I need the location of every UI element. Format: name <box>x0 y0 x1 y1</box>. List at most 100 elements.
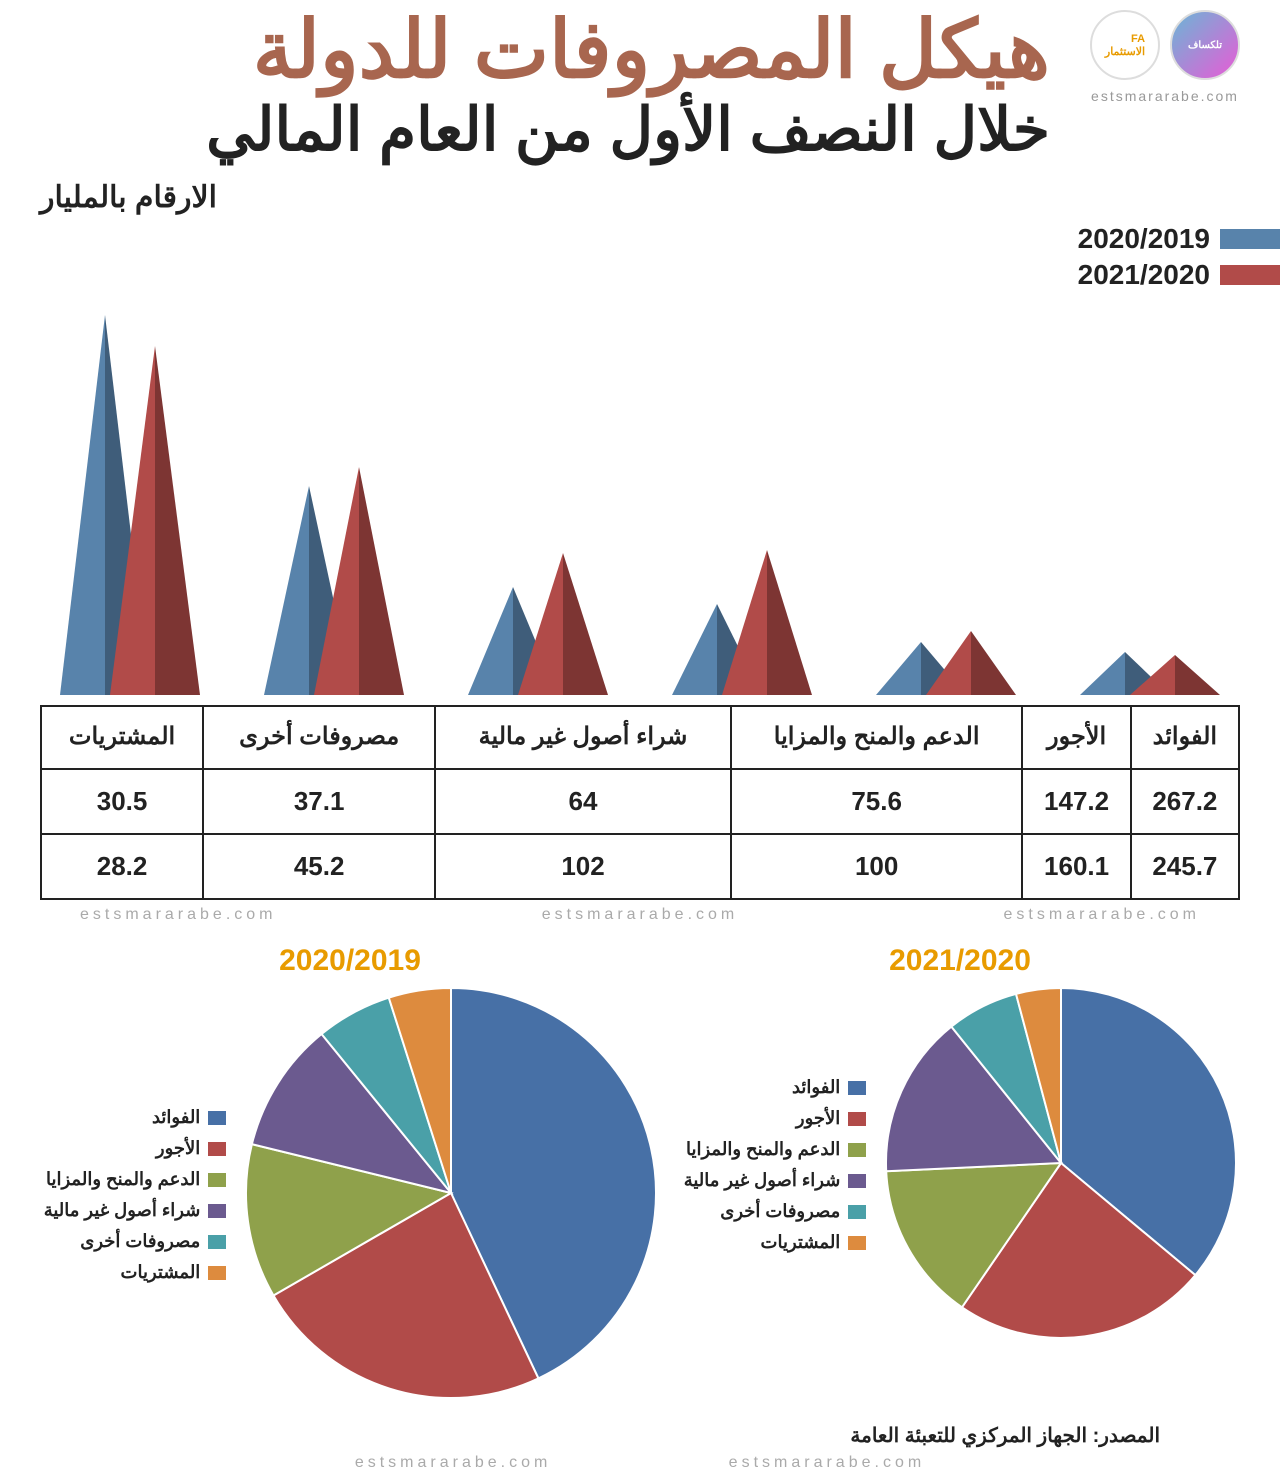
legend-label-1: 2021/2020 <box>1078 259 1210 291</box>
pie-legend-label: الدعم والمنح والمزايا <box>46 1169 200 1190</box>
pie-legend-item: شراء أصول غير مالية <box>44 1200 227 1221</box>
table-cell: 28.2 <box>41 834 203 899</box>
pie-legend-swatch <box>208 1266 226 1280</box>
pie-legend-item: الأجور <box>684 1108 867 1129</box>
pie-title: 2021/2020 <box>889 944 1031 978</box>
pie-block: 2020/2019 الفوائد الأجور الدعم والمنح والمز… <box>44 944 657 1403</box>
header: تلكساف FAالاستثمار estsmararabe.com هيكل… <box>0 0 1280 160</box>
pie-legend-label: المشتريات <box>761 1232 841 1253</box>
watermark: estsmararabe.com <box>355 1454 552 1471</box>
pie-legend-swatch <box>848 1143 866 1157</box>
pie-legend: الفوائد الأجور الدعم والمنح والمزايا شراء أ… <box>684 1077 867 1253</box>
table-header: مصروفات أخرى <box>203 706 435 769</box>
pie-legend-label: شراء أصول غير مالية <box>44 1200 201 1221</box>
pie-legend: الفوائد الأجور الدعم والمنح والمزايا شراء أ… <box>44 1107 227 1283</box>
subtitle: خلال النصف الأول من العام المالي <box>40 100 1050 160</box>
pie-legend-label: الأجور <box>156 1138 200 1159</box>
pie-legend-item: الدعم والمنح والمزايا <box>684 1139 867 1160</box>
pie-legend-label: شراء أصول غير مالية <box>684 1170 841 1191</box>
pie-legend-swatch <box>848 1174 866 1188</box>
pie-legend-item: الدعم والمنح والمزايا <box>44 1169 227 1190</box>
pie-legend-swatch <box>848 1205 866 1219</box>
watermark: estsmararabe.com <box>80 906 277 924</box>
pie-legend-swatch <box>208 1235 226 1249</box>
pie-legend-swatch <box>848 1236 866 1250</box>
table-cell: 160.1 <box>1022 834 1130 899</box>
table-cell: 147.2 <box>1022 769 1130 834</box>
table-cell: 30.5 <box>41 769 203 834</box>
cone-red <box>926 631 1016 695</box>
pie-legend-swatch <box>208 1173 226 1187</box>
legend-label-0: 2020/2019 <box>1078 223 1210 255</box>
pie-legend-item: مصروفات أخرى <box>684 1201 867 1222</box>
pie-block: 2021/2020 الفوائد الأجور الدعم والمنح والمز… <box>684 944 1237 1403</box>
legend-swatch-0 <box>1220 229 1280 249</box>
bottom-watermarks: estsmararabe.com estsmararabe.com <box>0 1454 1280 1472</box>
pie-legend-label: الفوائد <box>152 1107 200 1128</box>
cone-red <box>722 550 812 695</box>
table-cell: 64 <box>435 769 731 834</box>
pie-svg <box>246 988 656 1403</box>
legend-row-0: 2020/2019 <box>40 223 1280 255</box>
pie-legend-swatch <box>848 1112 866 1126</box>
pie-legend-swatch <box>208 1204 226 1218</box>
table-cell: 45.2 <box>203 834 435 899</box>
table-cell: 37.1 <box>203 769 435 834</box>
cone-group <box>40 295 220 695</box>
source-text: المصدر: الجهاز المركزي للتعبئة العامة <box>0 1423 1160 1448</box>
logo-estsmar: FAالاستثمار <box>1090 10 1160 80</box>
pie-title: 2020/2019 <box>279 944 421 978</box>
table-cell: 102 <box>435 834 731 899</box>
table-cell: 75.6 <box>731 769 1023 834</box>
domain-text: estsmararabe.com <box>1091 88 1239 104</box>
cone-group <box>856 295 1036 695</box>
pie-charts: 2021/2020 الفوائد الأجور الدعم والمنح والمز… <box>0 944 1280 1403</box>
pie-legend-label: الدعم والمنح والمزايا <box>686 1139 840 1160</box>
cone-group <box>1060 295 1240 695</box>
cone-red <box>1130 655 1220 695</box>
data-table: الفوائدالأجورالدعم والمنح والمزاياشراء أ… <box>40 705 1240 900</box>
cone-red <box>518 553 608 695</box>
pie-legend-swatch <box>208 1111 226 1125</box>
pie-legend-swatch <box>848 1081 866 1095</box>
pie-legend-swatch <box>208 1142 226 1156</box>
pie-svg <box>886 988 1236 1343</box>
watermark: estsmararabe.com <box>1004 906 1201 924</box>
pie-legend-item: المشتريات <box>684 1232 867 1253</box>
cone-group <box>244 295 424 695</box>
pie-legend-item: الأجور <box>44 1138 227 1159</box>
legend-row-1: 2021/2020 <box>40 259 1280 291</box>
main-title: هيكل المصروفات للدولة <box>40 10 1050 90</box>
table-cell: 267.2 <box>1131 769 1239 834</box>
legend-title: الارقام بالمليار <box>40 180 1280 215</box>
watermarks-row: estsmararabe.com estsmararabe.com estsma… <box>80 906 1200 924</box>
pie-legend-label: مصروفات أخرى <box>80 1231 200 1252</box>
cone-red <box>110 346 200 695</box>
pie-legend-item: الفوائد <box>684 1077 867 1098</box>
table-cell: 100 <box>731 834 1023 899</box>
table-cell: 245.7 <box>1131 834 1239 899</box>
table-header: المشتريات <box>41 706 203 769</box>
pie-legend-label: مصروفات أخرى <box>720 1201 840 1222</box>
titles: هيكل المصروفات للدولة خلال النصف الأول م… <box>40 10 1090 160</box>
pie-legend-label: الأجور <box>796 1108 840 1129</box>
cone-group <box>652 295 832 695</box>
table-header: شراء أصول غير مالية <box>435 706 731 769</box>
legend: الارقام بالمليار 2020/2019 2021/2020 <box>0 180 1280 291</box>
pie-wrap: الفوائد الأجور الدعم والمنح والمزايا شراء أ… <box>44 988 657 1403</box>
legend-swatch-1 <box>1220 265 1280 285</box>
pie-legend-item: مصروفات أخرى <box>44 1231 227 1252</box>
pie-legend-item: شراء أصول غير مالية <box>684 1170 867 1191</box>
logos: تلكساف FAالاستثمار estsmararabe.com <box>1090 10 1240 104</box>
watermark: estsmararabe.com <box>729 1454 926 1471</box>
cone-red <box>314 467 404 695</box>
watermark: estsmararabe.com <box>542 906 739 924</box>
logo-telksaf: تلكساف <box>1170 10 1240 80</box>
table-header: الدعم والمنح والمزايا <box>731 706 1023 769</box>
pie-wrap: الفوائد الأجور الدعم والمنح والمزايا شراء أ… <box>684 988 1237 1343</box>
pie-legend-item: الفوائد <box>44 1107 227 1128</box>
pie-legend-item: المشتريات <box>44 1262 227 1283</box>
table-header: الفوائد <box>1131 706 1239 769</box>
pie-legend-label: الفوائد <box>792 1077 840 1098</box>
table-header: الأجور <box>1022 706 1130 769</box>
